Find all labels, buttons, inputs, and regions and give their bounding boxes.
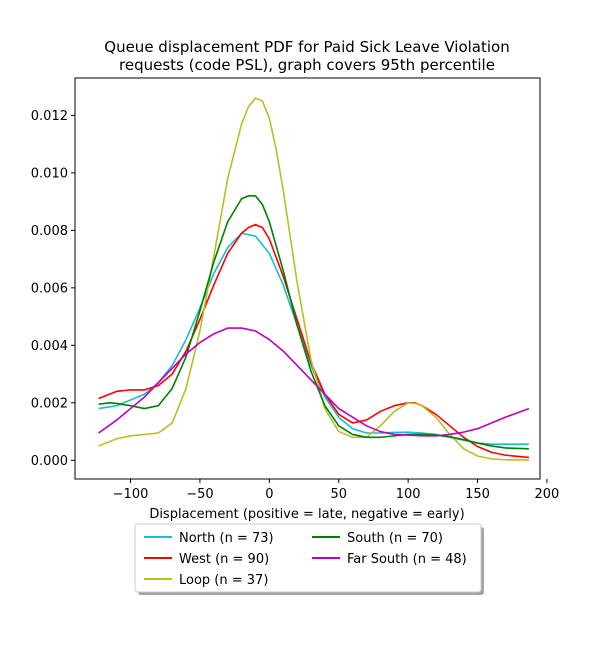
series-line-far-south [98,327,530,437]
legend-label-south: South (n = 70) [347,531,443,546]
x-tick-label: −50 [186,487,213,502]
y-tick-label: 0.004 [31,339,68,354]
legend-label-far-south: Far South (n = 48) [347,552,467,567]
y-tick-labels: 0.000 0.002 0.004 0.006 0.008 0.010 0.01… [31,109,68,469]
x-tick-label: 150 [465,487,490,502]
legend-box [134,523,482,593]
series-line-loop [98,97,529,461]
legend-label-north: North (n = 73) [179,531,274,546]
chart-title-line1: Queue displacement PDF for Paid Sick Lea… [104,38,509,56]
y-tick-label: 0.010 [31,166,68,181]
x-axis-label: Displacement (positive = late, negative … [149,507,464,522]
y-tick-label: 0.012 [31,109,68,124]
x-tick-label: 100 [396,487,421,502]
legend: North (n = 73) West (n = 90) Loop (n = 3… [134,523,484,595]
y-tick-label: 0.008 [31,224,68,239]
x-tick-label: −100 [113,487,149,502]
y-tick-label: 0.002 [31,396,68,411]
x-tick-label: 0 [265,487,273,502]
legend-label-loop: Loop (n = 37) [179,573,268,588]
series-line-west [98,223,529,459]
chart-title-line2: requests (code PSL), graph covers 95th p… [119,56,495,74]
x-tick-label: 50 [330,487,347,502]
x-tick-label: 200 [535,487,560,502]
x-tick-labels: −100 −50 0 50 100 150 200 [113,487,560,502]
y-tick-label: 0.006 [31,281,68,296]
legend-label-west: West (n = 90) [179,552,269,567]
axes-frame [74,77,541,480]
plot-area [71,77,548,483]
y-tick-label: 0.000 [31,454,68,469]
